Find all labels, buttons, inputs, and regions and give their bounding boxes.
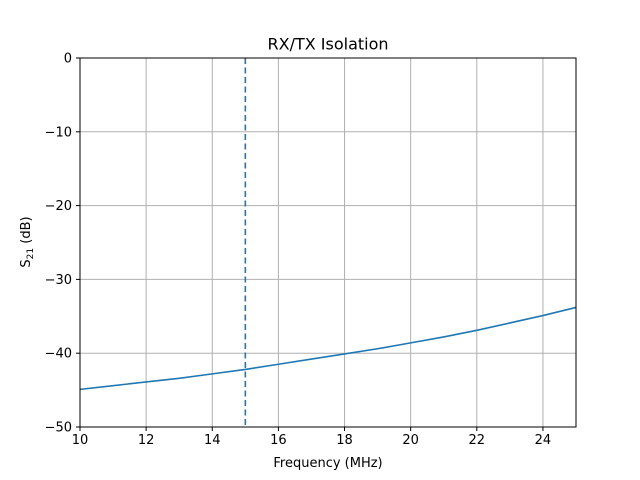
x-tick-label: 24 <box>535 433 552 448</box>
x-tick-label: 18 <box>336 433 353 448</box>
x-tick-label: 22 <box>469 433 486 448</box>
y-axis-label-subscript: 21 <box>26 248 36 259</box>
y-tick-label: −20 <box>45 199 72 214</box>
x-tick-label: 14 <box>204 433 221 448</box>
y-tick-label: 0 <box>64 52 72 67</box>
x-tick-label: 12 <box>138 433 155 448</box>
y-axis-label-main: S <box>19 259 34 267</box>
plot-background <box>80 58 576 427</box>
x-tick-label: 20 <box>402 433 419 448</box>
y-tick-label: −40 <box>45 347 72 362</box>
x-axis-label: Frequency (MHz) <box>273 456 382 471</box>
y-axis-label: S21 (dB) <box>19 216 36 267</box>
x-tick-label: 10 <box>72 433 89 448</box>
y-tick-label: −10 <box>45 125 72 140</box>
y-tick-label: −30 <box>45 273 72 288</box>
y-axis-label-unit: (dB) <box>19 216 34 247</box>
chart-title: RX/TX Isolation <box>267 35 388 54</box>
x-tick-label: 16 <box>270 433 287 448</box>
y-tick-label: −50 <box>45 421 72 436</box>
